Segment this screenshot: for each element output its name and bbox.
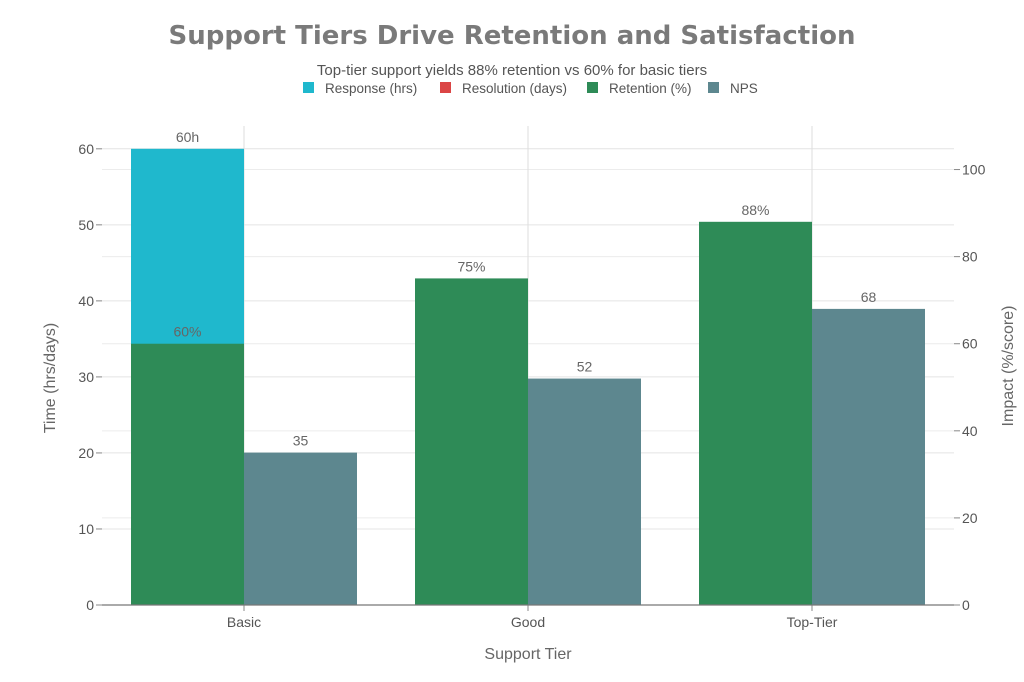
legend-item[interactable]: NPS xyxy=(708,81,758,96)
legend-label: Resolution (days) xyxy=(462,81,567,96)
bars xyxy=(131,148,925,606)
legend-label: NPS xyxy=(730,81,758,96)
tick-label-right: 0 xyxy=(962,597,970,613)
data-label-response: 60h xyxy=(176,129,199,145)
bar-nps xyxy=(812,308,925,605)
tick-label-left: 30 xyxy=(78,369,94,385)
bar-nps xyxy=(528,378,641,605)
y-axis-right-title: Impact (%/score) xyxy=(1000,306,1017,427)
data-label-nps: 35 xyxy=(293,433,309,449)
y-axis-left-title: Time (hrs/days) xyxy=(42,323,59,434)
tick-label-left: 60 xyxy=(78,141,94,157)
axes: 0 10 20 30 40 50 60 0 20 40 60 80 100 Basic Good Top-Ti… xyxy=(78,141,985,630)
bar-retention xyxy=(415,278,528,605)
tick-label-right: 100 xyxy=(962,162,986,178)
chart-title: Support Tiers Drive Retention and Satisf… xyxy=(169,21,856,51)
chart-subtitle: Top-tier support yields 88% retention vs… xyxy=(317,62,707,79)
data-label-retention: 60% xyxy=(173,324,201,340)
tick-label-right: 40 xyxy=(962,423,978,439)
bar-retention xyxy=(131,343,244,605)
tick-label-left: 50 xyxy=(78,217,94,233)
tick-label-right: 20 xyxy=(962,510,978,526)
data-label-nps: 52 xyxy=(577,359,593,375)
tick-label-right: 60 xyxy=(962,336,978,352)
legend-swatch xyxy=(303,82,314,93)
tick-label-left: 10 xyxy=(78,521,94,537)
data-labels: 60h 60% 35 75% 52 88% 68 xyxy=(173,129,876,449)
legend-item[interactable]: Resolution (days) xyxy=(440,81,567,96)
bar-retention xyxy=(699,221,812,606)
legend-swatch xyxy=(440,82,451,93)
legend-item[interactable]: Response (hrs) xyxy=(303,81,417,96)
x-axis-title: Support Tier xyxy=(484,646,572,663)
data-label-nps: 68 xyxy=(861,289,877,305)
tick-label-left: 0 xyxy=(86,597,94,613)
legend: Response (hrs) Resolution (days) Retention… xyxy=(303,81,758,96)
legend-item[interactable]: Retention (%) xyxy=(587,81,692,96)
tick-label-left: 20 xyxy=(78,445,94,461)
tick-label-left: 40 xyxy=(78,293,94,309)
category-label: Good xyxy=(511,614,545,630)
legend-label: Retention (%) xyxy=(609,81,692,96)
category-label: Basic xyxy=(227,614,261,630)
data-label-retention: 88% xyxy=(741,202,769,218)
data-label-retention: 75% xyxy=(457,258,485,274)
category-label: Top-Tier xyxy=(787,614,838,630)
legend-swatch xyxy=(708,82,719,93)
tick-label-right: 80 xyxy=(962,249,978,265)
bar-nps xyxy=(244,452,357,605)
legend-swatch xyxy=(587,82,598,93)
legend-label: Response (hrs) xyxy=(325,81,417,96)
